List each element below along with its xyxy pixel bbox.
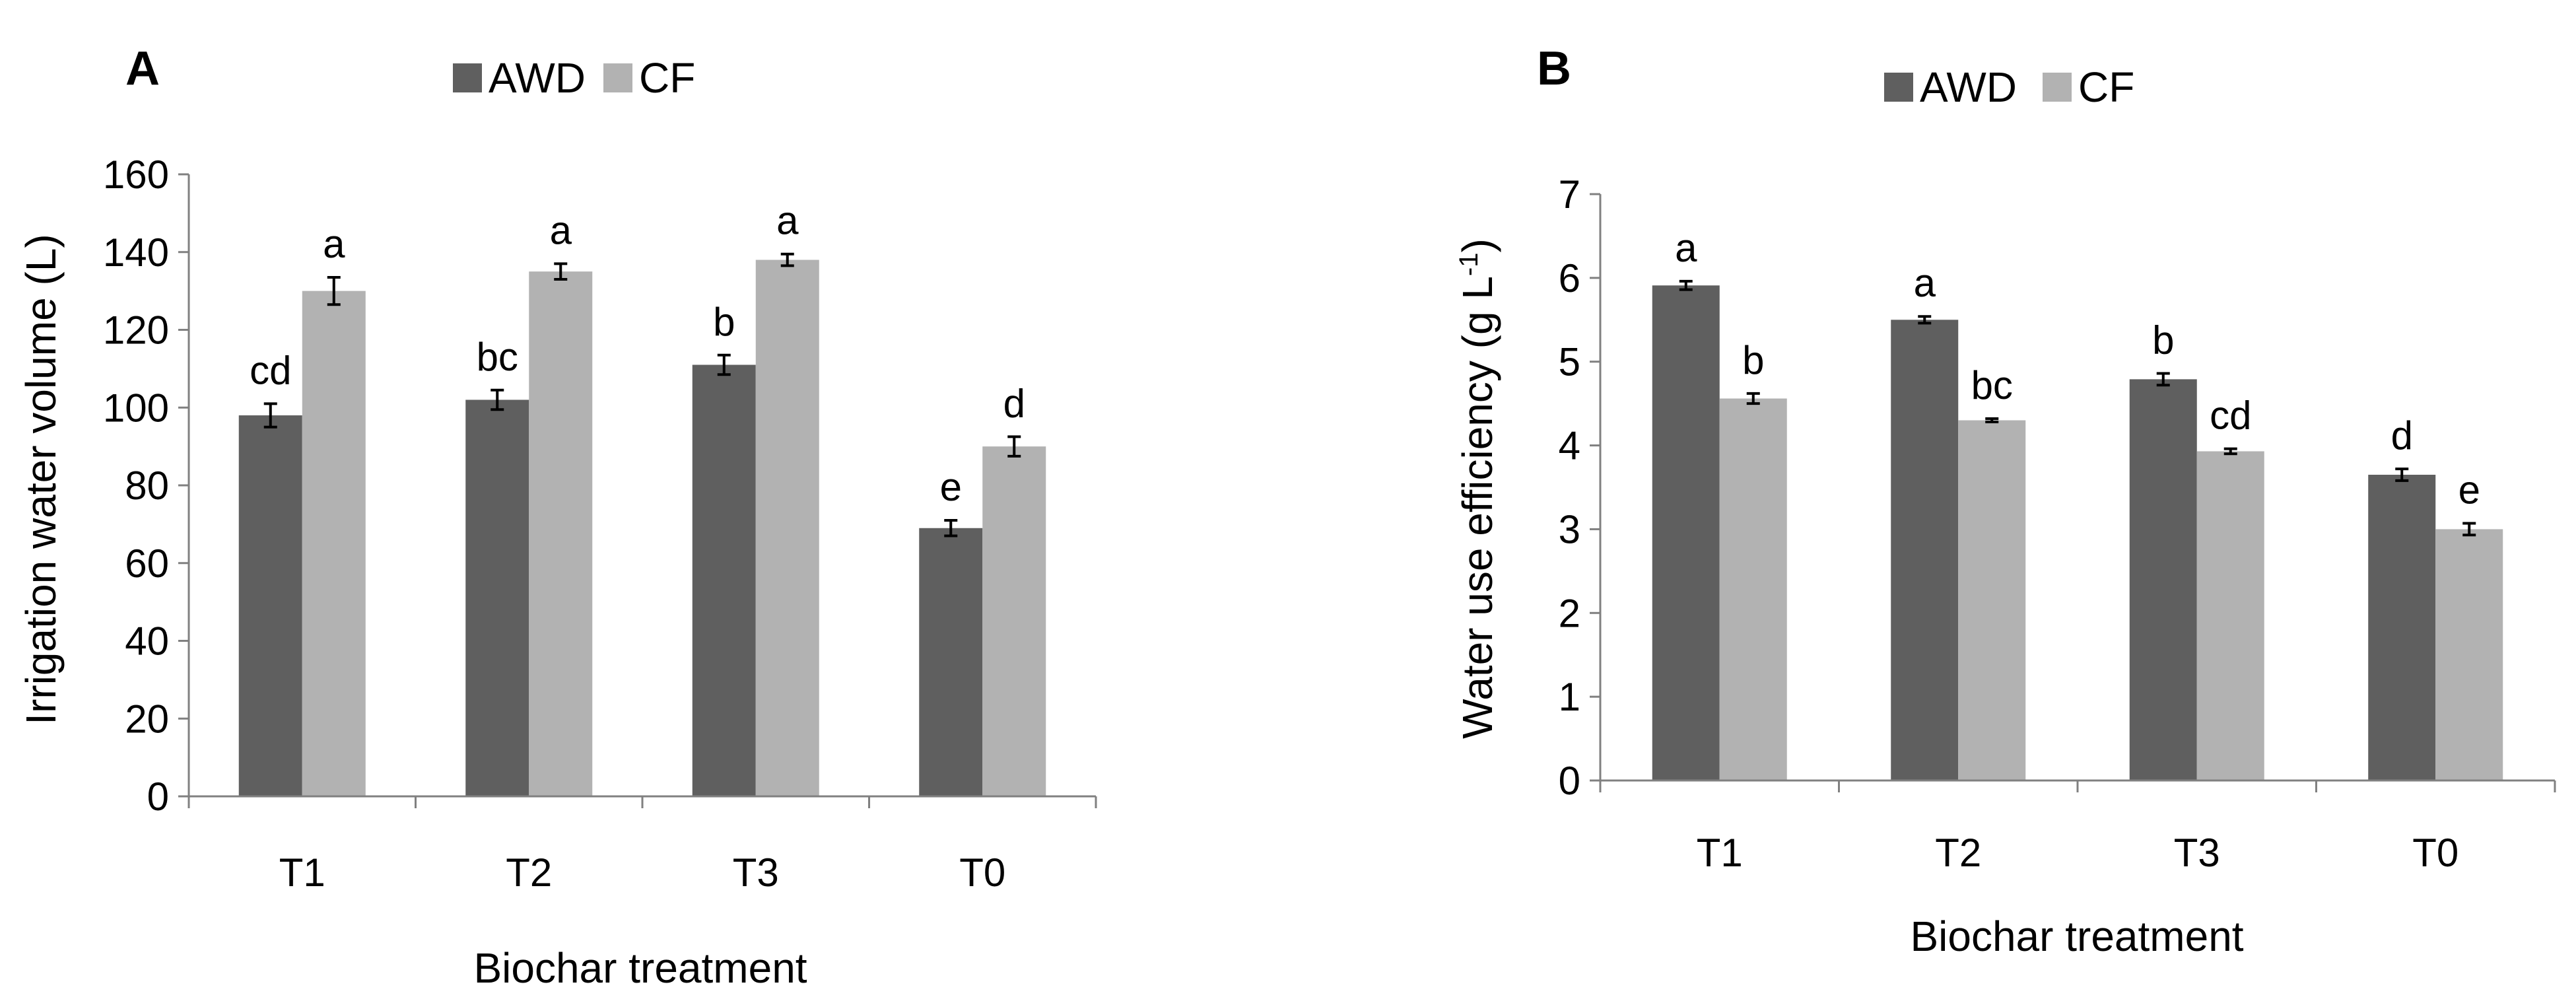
y-tick-label-b: 7	[1559, 172, 1580, 217]
y-tick-label-b: 6	[1559, 256, 1580, 300]
y-tick-label-a: 0	[147, 775, 169, 819]
category-label-b: T1	[1697, 831, 1743, 875]
y-tick-label-a: 140	[103, 230, 169, 275]
y-tick-label-a: 120	[103, 308, 169, 353]
y-tick-label-a: 100	[103, 386, 169, 430]
legend-a: AWD CF	[453, 54, 695, 102]
significance-label-b-cf: cd	[2210, 394, 2251, 438]
significance-label-a-cf: a	[323, 222, 345, 266]
error-bars-b	[1679, 279, 2476, 537]
y-axis-title-b-end: )	[1454, 238, 1501, 252]
chart-panel-a: A AWD CF 0 20 40 60 80 100 120 140 160 cd bc b e a a a…	[17, 42, 1097, 992]
significance-label-b-cf: e	[2458, 468, 2480, 512]
y-tick-label-a: 40	[125, 619, 169, 664]
y-tick-label-b: 2	[1559, 591, 1580, 635]
significance-label-b-cf: b	[1742, 338, 1764, 382]
bar-a-cf	[529, 271, 593, 796]
panel-letter-a: A	[125, 42, 160, 95]
bar-a-awd	[919, 528, 983, 796]
category-label-b: T3	[2174, 831, 2220, 875]
significance-label-a-cf: a	[550, 208, 572, 252]
y-axis-title-a: Irrigation water volume (L)	[17, 234, 65, 724]
y-tick-label-a: 80	[125, 464, 169, 508]
legend-swatch-a-awd	[453, 63, 482, 92]
significance-label-a-cf: d	[1003, 381, 1025, 425]
bar-a-cf	[302, 291, 366, 796]
y-tick-label-a: 20	[125, 697, 169, 741]
y-tick-label-b: 1	[1559, 675, 1580, 719]
significance-labels-a: cd bc b e a a a d	[250, 199, 1025, 509]
bar-b-awd	[2129, 379, 2197, 780]
significance-label-a-awd: b	[713, 300, 735, 344]
axes-b	[1599, 194, 2556, 792]
bar-b-cf	[2435, 529, 2503, 780]
category-label-a: T1	[279, 850, 325, 895]
bar-b-cf	[1958, 420, 2026, 780]
y-axis-title-b-main: Water use efficiency (g L	[1454, 276, 1501, 739]
y-tick-label-a: 160	[103, 153, 169, 197]
category-label-b: T2	[1935, 831, 1981, 875]
significance-label-b-awd: a	[1914, 261, 1936, 305]
legend-label-b-awd: AWD	[1920, 63, 2017, 111]
category-labels-a: T1 T2 T3 T0	[279, 850, 1006, 895]
legend-label-a-awd: AWD	[489, 54, 586, 102]
significance-label-b-awd: b	[2152, 318, 2174, 362]
y-axis-title-b: Water use efficiency (g L-1)	[1454, 238, 1501, 739]
legend-label-a-cf: CF	[639, 54, 695, 102]
error-bars-a	[263, 252, 1021, 537]
significance-label-b-awd: a	[1675, 226, 1697, 270]
bar-b-cf	[2196, 451, 2264, 780]
axes-a	[187, 174, 1097, 808]
y-axis-title-b-sup: -1	[1454, 252, 1483, 276]
category-label-a: T3	[733, 850, 779, 895]
significance-label-a-awd: bc	[477, 335, 518, 379]
bars-a	[238, 260, 1046, 796]
significance-label-a-awd: cd	[250, 348, 291, 392]
y-tick-label-b: 3	[1559, 507, 1580, 551]
significance-label-b-cf: bc	[1971, 363, 2013, 407]
significance-label-a-cf: a	[776, 199, 799, 243]
bar-b-cf	[1719, 398, 1787, 780]
legend-b: AWD CF	[1884, 63, 2134, 111]
bar-a-awd	[238, 415, 302, 796]
legend-swatch-b-awd	[1884, 73, 1913, 102]
bar-a-cf	[982, 446, 1046, 796]
panel-letter-b: B	[1537, 42, 1571, 95]
bar-b-awd	[2368, 474, 2436, 780]
y-tick-label-b: 4	[1559, 424, 1580, 468]
significance-label-a-awd: e	[940, 465, 962, 509]
significance-label-b-awd: d	[2391, 413, 2413, 458]
chart-panel-b: B AWD CF 0 1 2 3 4 5 6 7 a a b d b bc cd e T1 T2 T3 T0 Bi…	[1454, 42, 2556, 960]
x-axis-title-b: Biochar treatment	[1910, 913, 2243, 960]
bar-a-awd	[465, 399, 529, 796]
category-label-b: T0	[2412, 831, 2458, 875]
bar-b-awd	[1891, 320, 1959, 780]
bars-b	[1652, 285, 2503, 780]
bar-a-awd	[692, 364, 756, 796]
bar-a-cf	[755, 260, 819, 796]
legend-swatch-b-cf	[2043, 73, 2072, 102]
bar-b-awd	[1652, 285, 1720, 780]
x-axis-title-a: Biochar treatment	[473, 944, 807, 992]
y-tick-label-b: 0	[1559, 759, 1580, 803]
y-axis-ticks-b: 0 1 2 3 4 5 6 7	[1559, 172, 1600, 803]
category-label-a: T0	[959, 850, 1005, 895]
category-label-a: T2	[506, 850, 552, 895]
category-labels-b: T1 T2 T3 T0	[1697, 831, 2459, 875]
y-axis-ticks-a: 0 20 40 60 80 100 120 140 160	[103, 153, 189, 819]
significance-labels-b: a a b d b bc cd e	[1675, 226, 2480, 512]
y-tick-label-a: 60	[125, 541, 169, 586]
y-tick-label-b: 5	[1559, 340, 1580, 384]
legend-swatch-a-cf	[603, 63, 632, 92]
legend-label-b-cf: CF	[2078, 63, 2134, 111]
